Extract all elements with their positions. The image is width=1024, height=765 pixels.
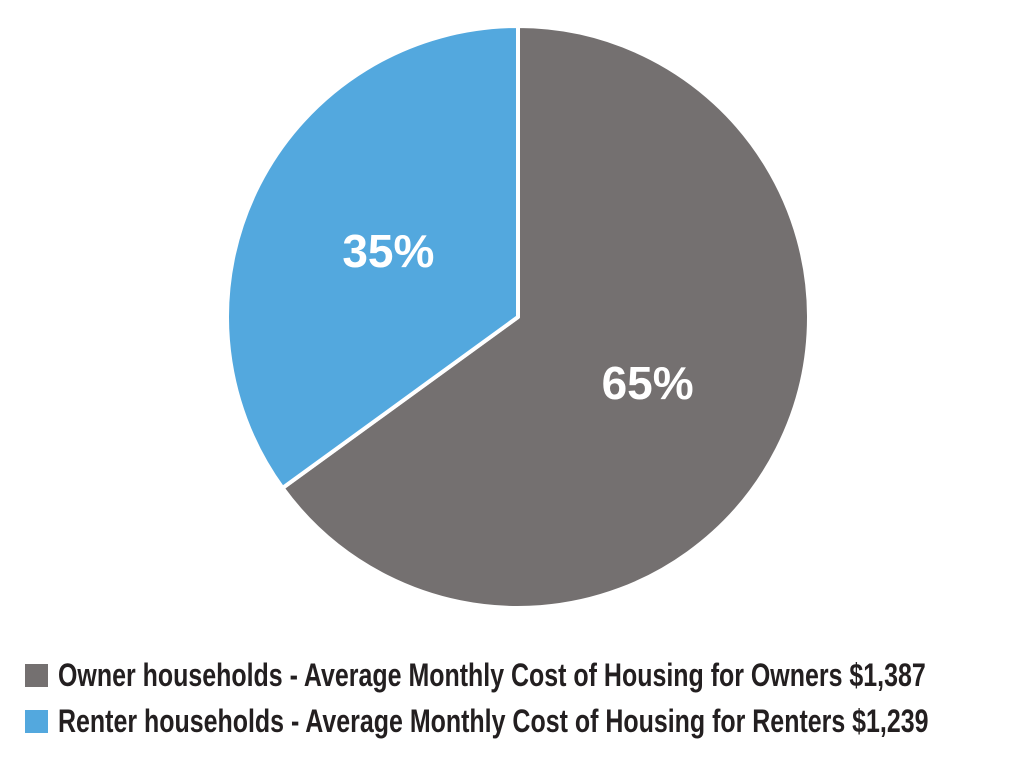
slice-percent-label-owner: 65% [602, 357, 694, 409]
pie-slice-renter [225, 24, 520, 491]
pie-chart: 65% 35% [225, 24, 811, 610]
legend-item-renter: Renter households - Average Monthly Cost… [25, 703, 1024, 739]
slice-percent-label-renter: 35% [342, 225, 434, 277]
legend-swatch-renter [25, 709, 48, 733]
legend-label-owner: Owner households - Average Monthly Cost … [58, 657, 926, 693]
legend-item-owner: Owner households - Average Monthly Cost … [25, 657, 1024, 693]
chart-legend: Owner households - Average Monthly Cost … [25, 657, 1024, 739]
legend-swatch-owner [25, 663, 48, 687]
pie-slice-owner [280, 24, 811, 610]
legend-label-renter: Renter households - Average Monthly Cost… [58, 703, 929, 739]
